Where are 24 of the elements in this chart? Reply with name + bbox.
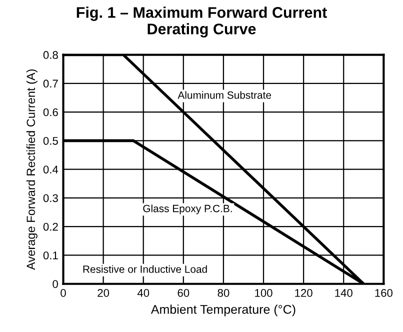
x-tick-label: 40 [137, 289, 150, 297]
y-axis-title: Average Forward Rectified Current (A) [26, 69, 38, 270]
y-tick-label: 0.8 [43, 51, 58, 59]
chart-title: Fig. 1 – Maximum Forward Current Derating Curve [76, 6, 327, 38]
y-tick-label: 0.3 [43, 194, 58, 202]
y-tick-label: 0.6 [43, 108, 58, 116]
x-tick-label: 100 [255, 289, 272, 297]
annotation: Resistive or Inductive Load [83, 265, 207, 273]
y-tick-label: 0.2 [43, 222, 58, 231]
x-tick-label: 0 [60, 289, 66, 297]
series-label: Aluminum Substrate [178, 91, 272, 99]
series-label: Glass Epoxy P.C.B. [143, 204, 232, 214]
y-tick-label: 0.4 [43, 166, 58, 174]
x-tick-label: 160 [375, 289, 392, 297]
x-axis-title: Ambient Temperature (°C) [150, 304, 296, 316]
x-tick-label: 60 [178, 289, 190, 297]
y-tick-label: 0.5 [43, 136, 58, 145]
x-tick-label: 140 [335, 289, 352, 297]
y-tick-label: 0.1 [43, 251, 58, 260]
y-tick-label: 0.7 [43, 80, 58, 88]
x-tick-label: 20 [98, 289, 110, 297]
x-tick-label: 120 [295, 289, 312, 297]
y-tick-label: 0 [52, 280, 58, 288]
x-tick-label: 80 [218, 289, 230, 297]
